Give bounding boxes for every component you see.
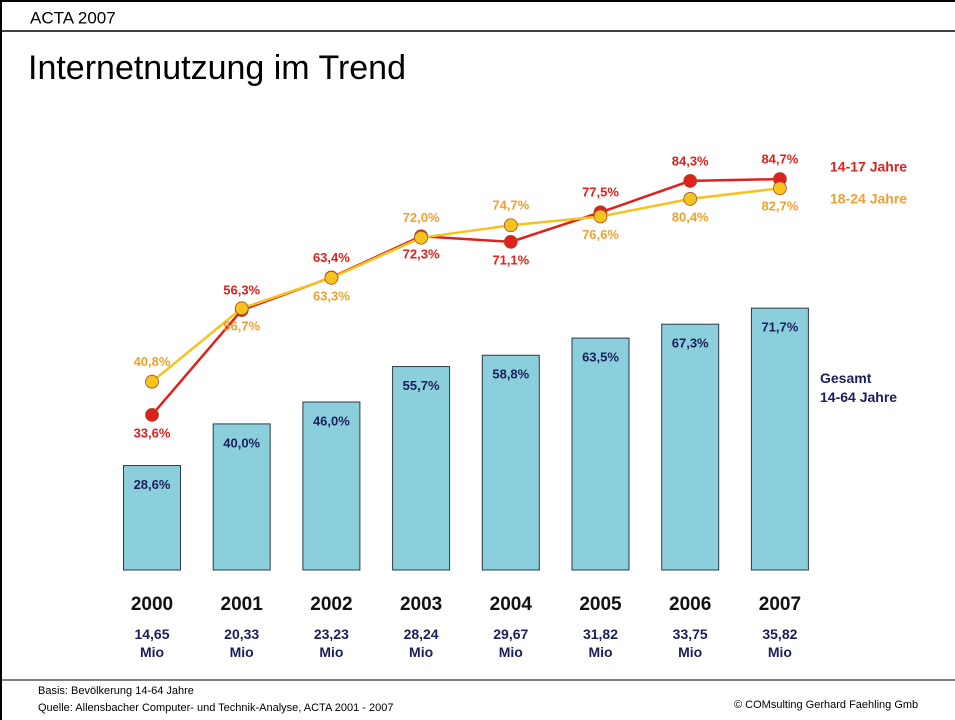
- point: [683, 174, 698, 188]
- population-label: 23,23 Mio: [313, 626, 349, 660]
- legend-label: 14-17 Jahre: [830, 159, 907, 175]
- point: [234, 301, 249, 316]
- x-tick-label: 2003: [400, 594, 442, 615]
- bar-value-label: 58,8%: [492, 367, 529, 382]
- line: [151, 177, 780, 416]
- population-label: 31,82 Mio: [582, 626, 619, 660]
- line-value-label: 63,4%: [313, 250, 350, 265]
- line: [151, 187, 781, 383]
- population-label: 33,75 Mio: [672, 626, 708, 660]
- bar: [750, 307, 809, 571]
- point: [503, 218, 518, 233]
- line-value-label: 84,3%: [672, 153, 709, 168]
- bar-value-label: 40,0%: [223, 435, 260, 450]
- line-value-label: 56,7%: [223, 319, 260, 334]
- line-value-label: 82,7%: [761, 199, 798, 214]
- point: [593, 209, 608, 224]
- bar: [481, 354, 540, 571]
- x-tick-label: 2005: [579, 594, 622, 615]
- population-label: 14,65 Mio: [134, 626, 170, 660]
- point: [324, 270, 339, 285]
- kicker: ACTA 2007: [30, 8, 116, 27]
- bar: [212, 423, 271, 571]
- line-value-label: 56,3%: [223, 283, 260, 298]
- bar-value-label: 71,7%: [761, 320, 798, 335]
- line-value-label: 63,3%: [313, 288, 350, 303]
- basis: Basis: Bevölkerung 14-64 Jahre: [38, 685, 194, 697]
- population-label: 35,82 Mio: [762, 626, 798, 660]
- legend-label: 18-24 Jahre: [830, 191, 907, 207]
- copyright: © COMsulting Gerhard Faehling Gmb: [734, 699, 918, 711]
- title: Internetnutzung im Trend: [28, 49, 406, 87]
- point: [683, 192, 698, 206]
- population-label: 28,24 Mio: [403, 626, 439, 660]
- line-value-label: 77,5%: [582, 185, 619, 200]
- bar-value-label: 63,5%: [582, 350, 619, 365]
- population-label: 20,33 Mio: [224, 626, 260, 660]
- x-tick-label: 2001: [221, 594, 264, 615]
- point: [145, 408, 159, 422]
- legend-label: Gesamt 14-64 Jahre: [820, 370, 898, 405]
- line-value-label: 71,1%: [492, 252, 529, 267]
- point: [414, 230, 429, 245]
- bar-value-label: 55,7%: [403, 378, 440, 393]
- x-tick-label: 2000: [131, 594, 173, 615]
- line-value-label: 84,7%: [761, 152, 798, 167]
- line-value-label: 40,8%: [134, 354, 171, 369]
- line-value-label: 76,6%: [582, 227, 619, 242]
- source: Quelle: Allensbacher Computer- und Techn…: [38, 702, 393, 714]
- line-value-label: 72,0%: [403, 210, 440, 225]
- x-tick-label: 2002: [310, 594, 352, 615]
- bar-value-label: 67,3%: [672, 336, 709, 351]
- bar: [123, 465, 181, 571]
- bar-value-label: 28,6%: [134, 477, 171, 492]
- line-value-label: 80,4%: [672, 209, 709, 224]
- bar: [571, 337, 630, 571]
- bar: [302, 401, 361, 571]
- x-tick-label: 2006: [669, 594, 711, 615]
- population-label: 29,67 Mio: [493, 626, 529, 660]
- line-value-label: 74,7%: [492, 198, 529, 213]
- point: [773, 181, 787, 196]
- line-value-label: 72,3%: [403, 247, 440, 262]
- point: [145, 374, 159, 389]
- bar: [661, 323, 720, 571]
- bar-value-label: 46,0%: [313, 413, 350, 428]
- x-tick-label: 2004: [490, 594, 533, 615]
- point: [503, 234, 518, 249]
- bar: [392, 366, 451, 571]
- line-value-label: 33,6%: [134, 425, 171, 440]
- x-tick-label: 2007: [759, 594, 801, 615]
